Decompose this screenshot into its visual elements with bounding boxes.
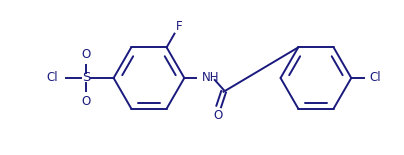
Text: S: S: [82, 71, 90, 84]
Text: O: O: [82, 95, 91, 108]
Text: O: O: [82, 48, 91, 61]
Text: O: O: [213, 109, 222, 122]
Text: Cl: Cl: [46, 71, 58, 84]
Text: Cl: Cl: [369, 71, 381, 84]
Text: NH: NH: [202, 71, 219, 84]
Text: F: F: [175, 20, 182, 33]
